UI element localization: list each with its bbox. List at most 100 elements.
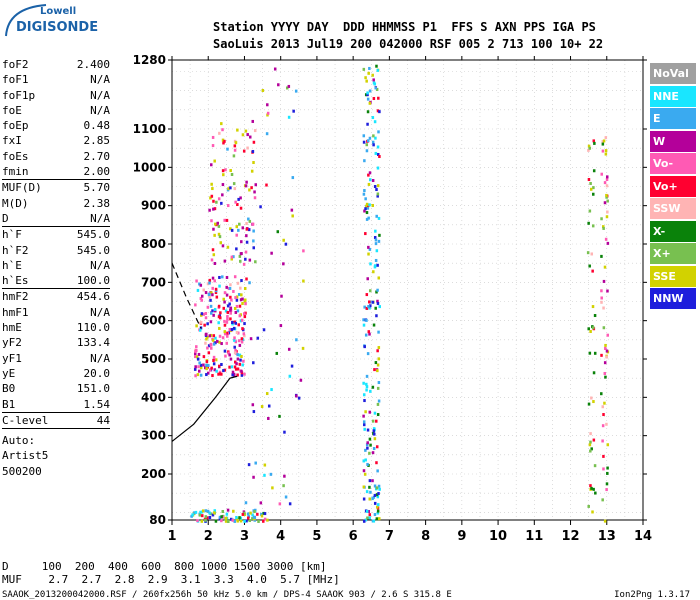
x-tick-label: 13 — [598, 529, 616, 544]
echo-point — [209, 196, 212, 200]
echo-point — [601, 140, 605, 144]
param-label: h`F2 — [2, 243, 29, 257]
echo-point — [210, 258, 214, 262]
echo-point — [377, 276, 381, 280]
echo-point — [603, 265, 607, 269]
echo-point — [230, 298, 233, 302]
echo-point — [376, 511, 380, 515]
echo-point — [198, 328, 202, 332]
param-label: h`E — [2, 258, 22, 272]
echo-point — [373, 484, 377, 488]
echo-point — [219, 241, 223, 245]
echo-point — [372, 78, 375, 82]
echo-point — [288, 502, 292, 506]
echo-point — [283, 430, 286, 434]
echo-point — [372, 447, 376, 451]
echo-point — [210, 219, 213, 223]
echo-point — [195, 279, 198, 283]
echo-point — [202, 312, 206, 316]
echo-point — [372, 143, 375, 147]
echo-point — [374, 151, 378, 155]
echo-point — [229, 295, 232, 299]
echo-point — [200, 298, 204, 302]
param-value: 545.0 — [76, 243, 110, 257]
echo-point — [371, 451, 375, 455]
param-label: C-level — [2, 413, 49, 427]
echo-point — [605, 184, 609, 188]
echo-point — [221, 275, 224, 279]
echo-point — [376, 263, 379, 267]
echo-point — [226, 245, 230, 249]
echo-point — [203, 366, 207, 370]
echo-point — [601, 498, 604, 502]
echo-point — [235, 330, 239, 334]
echo-point — [602, 139, 606, 143]
echo-point — [377, 216, 381, 220]
echo-point — [223, 300, 226, 304]
echo-point — [606, 199, 609, 203]
echo-point — [218, 515, 222, 519]
param-value: N/A — [90, 103, 110, 117]
echo-point — [223, 259, 227, 263]
echo-point — [377, 346, 381, 350]
echo-point — [371, 140, 375, 144]
echo-point — [602, 226, 605, 230]
echo-point — [592, 487, 595, 491]
echo-point — [606, 210, 609, 214]
echo-point — [375, 461, 378, 465]
echo-point — [592, 139, 596, 143]
echo-point — [198, 282, 201, 286]
echo-point — [212, 227, 215, 231]
echo-point — [364, 518, 368, 522]
echo-point — [218, 131, 221, 135]
echo-point — [222, 369, 225, 373]
echo-point — [221, 193, 224, 197]
echo-point — [200, 320, 203, 324]
echo-point — [199, 366, 203, 370]
echo-point — [240, 279, 243, 283]
echo-point — [589, 330, 592, 334]
param-row: yE 20.0 — [2, 366, 110, 381]
echo-point — [223, 368, 227, 372]
echo-point — [364, 458, 367, 462]
x-tick-label: 3 — [240, 529, 249, 544]
echo-point — [223, 218, 226, 222]
echo-point — [376, 386, 380, 390]
echo-point — [376, 413, 380, 417]
echo-point — [376, 369, 379, 373]
echo-point — [210, 291, 213, 295]
echo-point — [369, 304, 372, 308]
echo-point — [223, 323, 227, 327]
echo-point — [223, 349, 227, 353]
echo-point — [205, 360, 209, 364]
echo-point — [605, 482, 609, 486]
echo-point — [253, 190, 256, 194]
param-value: N/A — [90, 211, 110, 225]
echo-point — [232, 255, 235, 259]
echo-point — [242, 149, 246, 153]
echo-point — [362, 140, 366, 144]
echo-point — [374, 306, 377, 310]
echo-point — [366, 206, 370, 210]
echo-point — [588, 209, 592, 213]
echo-point — [215, 295, 219, 299]
echo-point — [231, 373, 234, 377]
echo-point — [234, 296, 237, 300]
echo-point — [229, 283, 232, 287]
param-value: 2.70 — [83, 149, 111, 163]
echo-point — [603, 371, 607, 375]
echo-point — [364, 93, 368, 97]
echo-point — [366, 139, 370, 143]
echo-point — [593, 314, 597, 318]
echo-point — [373, 264, 377, 268]
echo-point — [591, 224, 595, 228]
echo-point — [363, 345, 366, 349]
echo-point — [204, 316, 208, 320]
echo-point — [211, 135, 215, 139]
echo-point — [204, 311, 208, 315]
echo-point — [376, 192, 380, 196]
echo-point — [202, 288, 205, 292]
echo-point — [243, 372, 246, 376]
echo-point — [266, 103, 269, 107]
echo-point — [239, 298, 243, 302]
